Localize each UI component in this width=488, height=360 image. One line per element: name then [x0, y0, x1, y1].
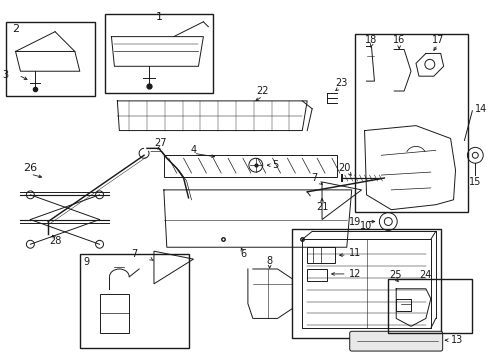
- Text: 12: 12: [348, 269, 360, 279]
- Text: 4: 4: [190, 145, 196, 155]
- Text: 9: 9: [83, 257, 90, 267]
- Bar: [104, 14, 213, 93]
- Text: 16: 16: [392, 35, 405, 45]
- Text: 11: 11: [348, 248, 360, 258]
- Bar: [163, 155, 336, 177]
- Text: 18: 18: [365, 35, 377, 45]
- Bar: [306, 269, 326, 281]
- Bar: [6, 22, 95, 96]
- Text: 7: 7: [131, 249, 137, 259]
- Text: 15: 15: [468, 177, 481, 187]
- Polygon shape: [322, 182, 361, 220]
- Bar: [100, 294, 129, 333]
- Bar: [354, 34, 468, 212]
- Text: 8: 8: [266, 256, 272, 266]
- Text: 24: 24: [419, 270, 431, 280]
- Text: 22: 22: [256, 86, 268, 96]
- Text: 5: 5: [272, 160, 278, 170]
- Text: 2: 2: [13, 24, 20, 34]
- Text: 27: 27: [154, 138, 167, 148]
- Text: 26: 26: [23, 163, 38, 173]
- Text: 13: 13: [449, 335, 462, 345]
- Bar: [292, 229, 440, 338]
- Text: 19: 19: [348, 216, 361, 226]
- Bar: [387, 279, 471, 333]
- Text: 3: 3: [2, 70, 9, 80]
- Text: 1: 1: [155, 12, 162, 22]
- Text: 10: 10: [360, 221, 372, 231]
- Text: 23: 23: [335, 78, 347, 88]
- Polygon shape: [154, 251, 193, 284]
- Text: 20: 20: [338, 163, 350, 173]
- Bar: [306, 247, 334, 263]
- FancyBboxPatch shape: [349, 331, 442, 351]
- Text: 21: 21: [315, 202, 327, 212]
- Text: 17: 17: [431, 35, 443, 45]
- Bar: [80, 254, 188, 348]
- Text: 25: 25: [388, 270, 401, 280]
- Text: 28: 28: [49, 236, 61, 246]
- Text: 7: 7: [310, 173, 316, 183]
- Text: 6: 6: [240, 249, 245, 259]
- Text: 14: 14: [474, 104, 487, 114]
